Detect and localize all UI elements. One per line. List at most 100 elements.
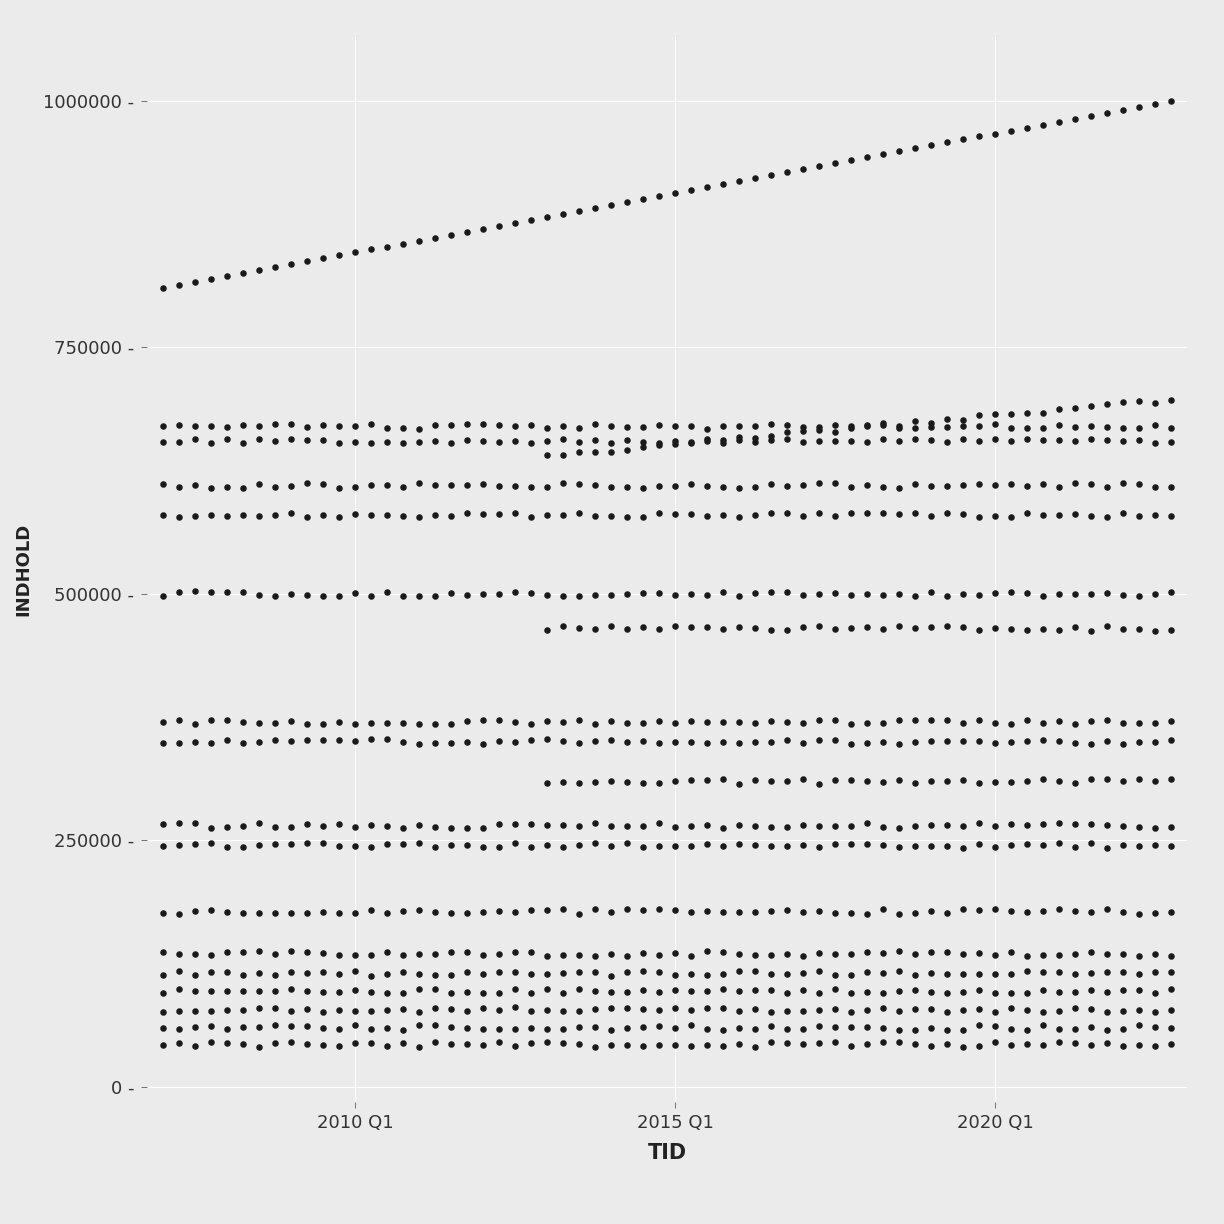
Point <box>201 834 220 853</box>
Point <box>906 474 925 493</box>
Point <box>745 1020 765 1039</box>
Point <box>777 731 797 750</box>
Point <box>825 1032 845 1051</box>
Point <box>585 585 605 605</box>
Point <box>474 1036 493 1055</box>
Point <box>730 1018 749 1038</box>
Point <box>250 585 269 605</box>
Point <box>393 234 412 253</box>
Point <box>777 836 797 856</box>
Point <box>282 1016 301 1036</box>
Point <box>233 1000 252 1020</box>
Point <box>1001 983 1021 1002</box>
Point <box>185 507 204 526</box>
Point <box>169 508 188 528</box>
Point <box>169 415 188 435</box>
Point <box>890 982 909 1001</box>
Point <box>698 1036 717 1055</box>
Point <box>537 504 557 524</box>
Point <box>809 961 829 980</box>
Point <box>1162 581 1181 601</box>
Point <box>825 474 845 493</box>
Point <box>938 1020 957 1039</box>
Point <box>1017 621 1037 640</box>
Point <box>1082 506 1102 525</box>
Point <box>714 902 733 922</box>
Point <box>585 414 605 433</box>
Point <box>1162 1034 1181 1054</box>
Point <box>458 431 477 450</box>
Point <box>266 945 285 965</box>
Point <box>985 618 1005 638</box>
Point <box>250 814 269 834</box>
Point <box>521 433 541 453</box>
Point <box>1082 475 1102 494</box>
Point <box>985 772 1005 792</box>
Point <box>809 983 829 1002</box>
Point <box>282 1001 301 1021</box>
Point <box>458 415 477 435</box>
Point <box>490 432 509 452</box>
Point <box>730 962 749 982</box>
Point <box>266 730 285 749</box>
Point <box>1162 1000 1181 1020</box>
Point <box>1098 616 1118 635</box>
Point <box>761 980 781 1000</box>
Point <box>490 710 509 730</box>
Point <box>874 983 894 1002</box>
Point <box>922 583 941 602</box>
Point <box>825 422 845 442</box>
Point <box>521 1033 541 1053</box>
Point <box>1017 584 1037 603</box>
Point <box>890 962 909 982</box>
Point <box>233 903 252 923</box>
Point <box>953 945 973 965</box>
Point <box>361 506 381 525</box>
Point <box>649 619 668 639</box>
Point <box>185 475 204 494</box>
Point <box>1033 962 1053 982</box>
Point <box>890 504 909 524</box>
Point <box>1001 474 1021 493</box>
Point <box>793 835 813 854</box>
Point <box>425 816 444 836</box>
Point <box>233 506 252 525</box>
Point <box>266 477 285 497</box>
Point <box>1082 428 1102 448</box>
Point <box>1098 815 1118 835</box>
Point <box>1098 982 1118 1001</box>
Point <box>649 945 668 965</box>
Point <box>985 983 1005 1002</box>
Point <box>649 962 668 982</box>
Point <box>938 132 957 152</box>
Point <box>617 946 636 966</box>
Point <box>825 945 845 965</box>
Point <box>409 1016 428 1036</box>
Point <box>698 733 717 753</box>
Point <box>938 432 957 452</box>
Point <box>393 818 412 837</box>
Point <box>745 1037 765 1056</box>
Point <box>361 240 381 259</box>
Point <box>1082 769 1102 788</box>
Point <box>458 903 477 923</box>
Point <box>985 124 1005 143</box>
Point <box>506 834 525 853</box>
Point <box>922 136 941 155</box>
Point <box>185 430 204 449</box>
Point <box>698 419 717 438</box>
Point <box>377 504 397 524</box>
Point <box>490 944 509 963</box>
Point <box>297 1016 317 1036</box>
Point <box>841 151 860 170</box>
Point <box>809 421 829 441</box>
Point <box>1146 712 1165 732</box>
Point <box>1162 962 1181 982</box>
Point <box>649 186 668 206</box>
Point <box>1098 583 1118 602</box>
Point <box>1017 962 1037 982</box>
Point <box>377 1037 397 1056</box>
Point <box>345 432 365 452</box>
Point <box>874 585 894 605</box>
Point <box>169 477 188 497</box>
